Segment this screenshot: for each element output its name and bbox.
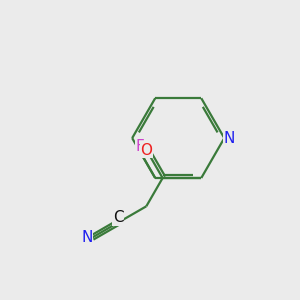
Text: O: O <box>140 142 152 158</box>
Text: N: N <box>224 130 235 146</box>
Text: C: C <box>113 210 123 225</box>
Text: N: N <box>81 230 93 245</box>
Text: F: F <box>136 140 145 154</box>
